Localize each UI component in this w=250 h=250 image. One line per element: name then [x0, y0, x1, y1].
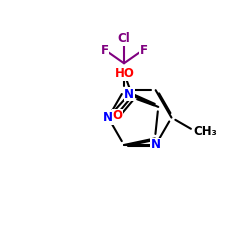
Text: Cl: Cl [118, 32, 130, 45]
Text: N: N [103, 111, 113, 124]
Text: O: O [113, 110, 123, 122]
Text: N: N [151, 138, 161, 151]
Text: HO: HO [115, 67, 135, 80]
Text: F: F [140, 44, 147, 57]
Text: N: N [124, 88, 134, 101]
Text: F: F [101, 44, 109, 57]
Text: CH₃: CH₃ [193, 124, 217, 138]
